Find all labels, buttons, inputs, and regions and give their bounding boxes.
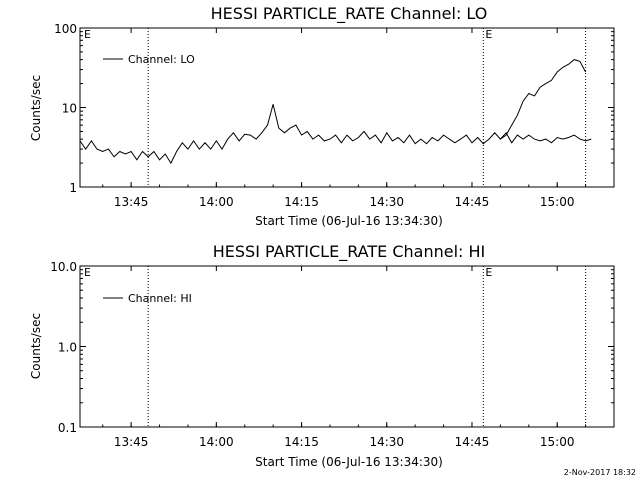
- y-tick-label-hi-2: 10.0: [50, 260, 77, 274]
- y-tick-label-lo-1: 10: [62, 102, 77, 116]
- markers-lo: E: [147, 28, 587, 187]
- panel-lo: HESSI PARTICLE_RATE Channel: LO Counts/s…: [29, 4, 615, 228]
- y-tick-label-hi-0: 0.1: [58, 421, 77, 435]
- plot-frame-hi: [79, 265, 615, 428]
- x-tick-label-hi-4: 14:45: [455, 435, 490, 449]
- y-tick-label-lo-0: 1: [69, 181, 77, 195]
- x-tick-label-lo-3: 14:30: [369, 195, 404, 209]
- x-tick-label-hi-5: 15:00: [540, 435, 575, 449]
- series-line-lo-1: [500, 59, 587, 140]
- y-axis-label-hi: Counts/sec: [29, 313, 43, 379]
- x-ticks-hi: 13:45 14:00 14:15 14:30 14:45 15:00: [102, 266, 615, 449]
- markers-hi: E: [147, 266, 587, 427]
- series-lo: [79, 59, 592, 165]
- x-tick-label-lo-0: 13:45: [114, 195, 149, 209]
- series-line-lo-0: [79, 104, 592, 165]
- legend-lo: Channel: LO: [103, 53, 195, 66]
- footer-timestamp: 2-Nov-2017 18:32: [564, 468, 636, 477]
- y-ticks-lo: 1 10 100: [54, 22, 614, 195]
- legend-hi: Channel: HI: [103, 292, 192, 305]
- event-marker-label-lo-1: E: [485, 28, 492, 41]
- x-axis-label-lo: Start Time (06-Jul-16 13:34:30): [255, 214, 443, 228]
- panel-hi: HESSI PARTICLE_RATE Channel: HI Counts/s…: [29, 242, 615, 469]
- x-axis-label-hi: Start Time (06-Jul-16 13:34:30): [255, 455, 443, 469]
- y-axis-label-lo: Counts/sec: [29, 75, 43, 141]
- x-tick-label-hi-3: 14:30: [369, 435, 404, 449]
- x-tick-label-lo-1: 14:00: [199, 195, 234, 209]
- x-tick-label-hi-2: 14:15: [284, 435, 319, 449]
- plot-frame-lo: [79, 27, 615, 188]
- y-tick-label-hi-1: 1.0: [58, 341, 77, 355]
- x-tick-label-hi-0: 13:45: [114, 435, 149, 449]
- y-tick-label-lo-2: 100: [54, 22, 77, 36]
- legend-entry-hi: Channel: HI: [128, 292, 192, 305]
- x-ticks-lo: 13:45 14:00 14:15 14:30 14:45 15:00: [102, 28, 615, 209]
- chart-title-hi: HESSI PARTICLE_RATE Channel: HI: [213, 242, 486, 262]
- x-tick-label-lo-5: 15:00: [540, 195, 575, 209]
- x-tick-label-lo-2: 14:15: [284, 195, 319, 209]
- left-edge-label-lo: E: [84, 28, 91, 41]
- legend-entry-lo: Channel: LO: [128, 53, 195, 66]
- event-marker-label-hi-1: E: [485, 266, 492, 279]
- x-tick-label-lo-4: 14:45: [455, 195, 490, 209]
- x-tick-label-hi-1: 14:00: [199, 435, 234, 449]
- left-edge-label-hi: E: [84, 266, 91, 279]
- chart-title-lo: HESSI PARTICLE_RATE Channel: LO: [211, 4, 488, 24]
- y-ticks-hi: 0.1 1.0 10.0: [50, 260, 614, 435]
